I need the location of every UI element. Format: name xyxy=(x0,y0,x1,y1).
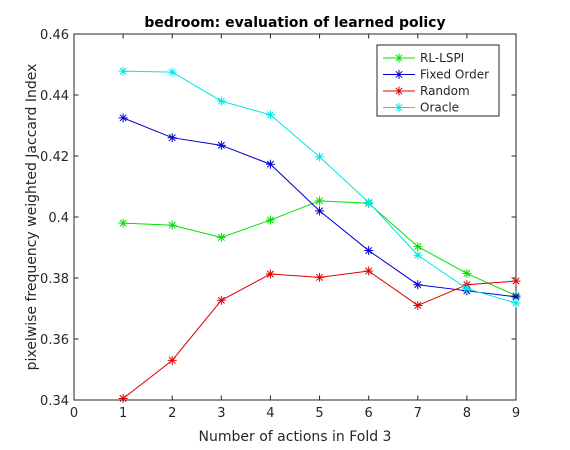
legend-item-oracle: Oracle xyxy=(383,101,459,115)
data-point-oracle xyxy=(413,250,423,260)
axis-ticks: 0 1 2 3 4 5 6 7 8 9 0.34 0.36 0.38 0.4 0.42 0.44 0.46 xyxy=(40,28,520,421)
data-point-fixed-order xyxy=(216,140,226,150)
y-axis-label: pixelwise frequency weighted Jaccard Ind… xyxy=(24,64,40,371)
x-tick-label: 7 xyxy=(414,406,422,421)
x-tick-label: 2 xyxy=(168,406,176,421)
data-point-fixed-order xyxy=(265,159,275,169)
data-point-oracle xyxy=(511,298,521,308)
data-point-random xyxy=(167,355,177,365)
data-point-random xyxy=(364,266,374,276)
y-tick-label: 0.34 xyxy=(40,394,69,409)
legend-marker xyxy=(394,103,404,112)
data-point-random xyxy=(511,276,521,286)
legend-label: Fixed Order xyxy=(420,68,489,82)
data-point-oracle xyxy=(265,110,275,120)
data-point-rl-lspi xyxy=(216,232,226,242)
y-tick-label: 0.38 xyxy=(40,272,69,287)
legend-marker xyxy=(394,70,404,79)
legend-item-rl-lspi: RL-LSPI xyxy=(383,51,464,65)
x-tick-label: 8 xyxy=(463,406,471,421)
y-tick-label: 0.36 xyxy=(40,333,69,348)
legend-item-fixed-order: Fixed Order xyxy=(383,68,489,82)
y-tick-label: 0.42 xyxy=(40,150,69,165)
data-point-rl-lspi xyxy=(118,218,128,228)
data-point-fixed-order xyxy=(511,292,521,302)
x-tick-label: 0 xyxy=(70,406,78,421)
data-point-fixed-order xyxy=(167,133,177,143)
chart-title: bedroom: evaluation of learned policy xyxy=(144,15,445,31)
data-point-random xyxy=(413,300,423,310)
series-layer xyxy=(118,66,521,403)
y-tick-label: 0.4 xyxy=(48,211,69,226)
data-point-rl-lspi xyxy=(413,242,423,252)
x-tick-label: 9 xyxy=(512,406,520,421)
data-point-oracle xyxy=(462,284,472,294)
data-point-fixed-order xyxy=(315,206,325,216)
data-point-rl-lspi xyxy=(167,220,177,230)
data-point-oracle xyxy=(364,197,374,207)
x-tick-label: 6 xyxy=(365,406,373,421)
legend-label: Random xyxy=(420,84,470,98)
x-tick-label: 1 xyxy=(119,406,127,421)
legend: RL-LSPI Fixed Order Random Oracle xyxy=(376,44,500,117)
data-point-random xyxy=(315,272,325,282)
x-axis-label: Number of actions in Fold 3 xyxy=(199,429,392,445)
data-point-random xyxy=(265,269,275,279)
legend-marker xyxy=(394,86,404,96)
data-point-oracle xyxy=(216,96,226,106)
legend-marker xyxy=(394,53,404,63)
data-point-oracle xyxy=(315,152,325,162)
series-random xyxy=(118,266,521,403)
data-point-rl-lspi xyxy=(265,215,275,225)
data-point-oracle xyxy=(118,66,128,76)
data-point-oracle xyxy=(167,67,177,77)
x-tick-label: 3 xyxy=(217,406,225,421)
data-point-fixed-order xyxy=(413,280,423,290)
x-tick-label: 5 xyxy=(315,406,323,421)
data-point-random xyxy=(216,295,226,305)
data-point-fixed-order xyxy=(364,246,374,256)
x-tick-label: 4 xyxy=(266,406,274,421)
legend-label: Oracle xyxy=(420,101,459,115)
data-point-random xyxy=(118,393,128,403)
y-tick-label: 0.46 xyxy=(40,28,69,43)
data-point-rl-lspi xyxy=(315,196,325,206)
data-point-rl-lspi xyxy=(462,268,472,278)
legend-item-random: Random xyxy=(383,84,470,98)
y-tick-label: 0.44 xyxy=(40,89,69,104)
series-oracle xyxy=(118,66,521,308)
data-point-fixed-order xyxy=(118,113,128,123)
legend-label: RL-LSPI xyxy=(420,51,464,65)
